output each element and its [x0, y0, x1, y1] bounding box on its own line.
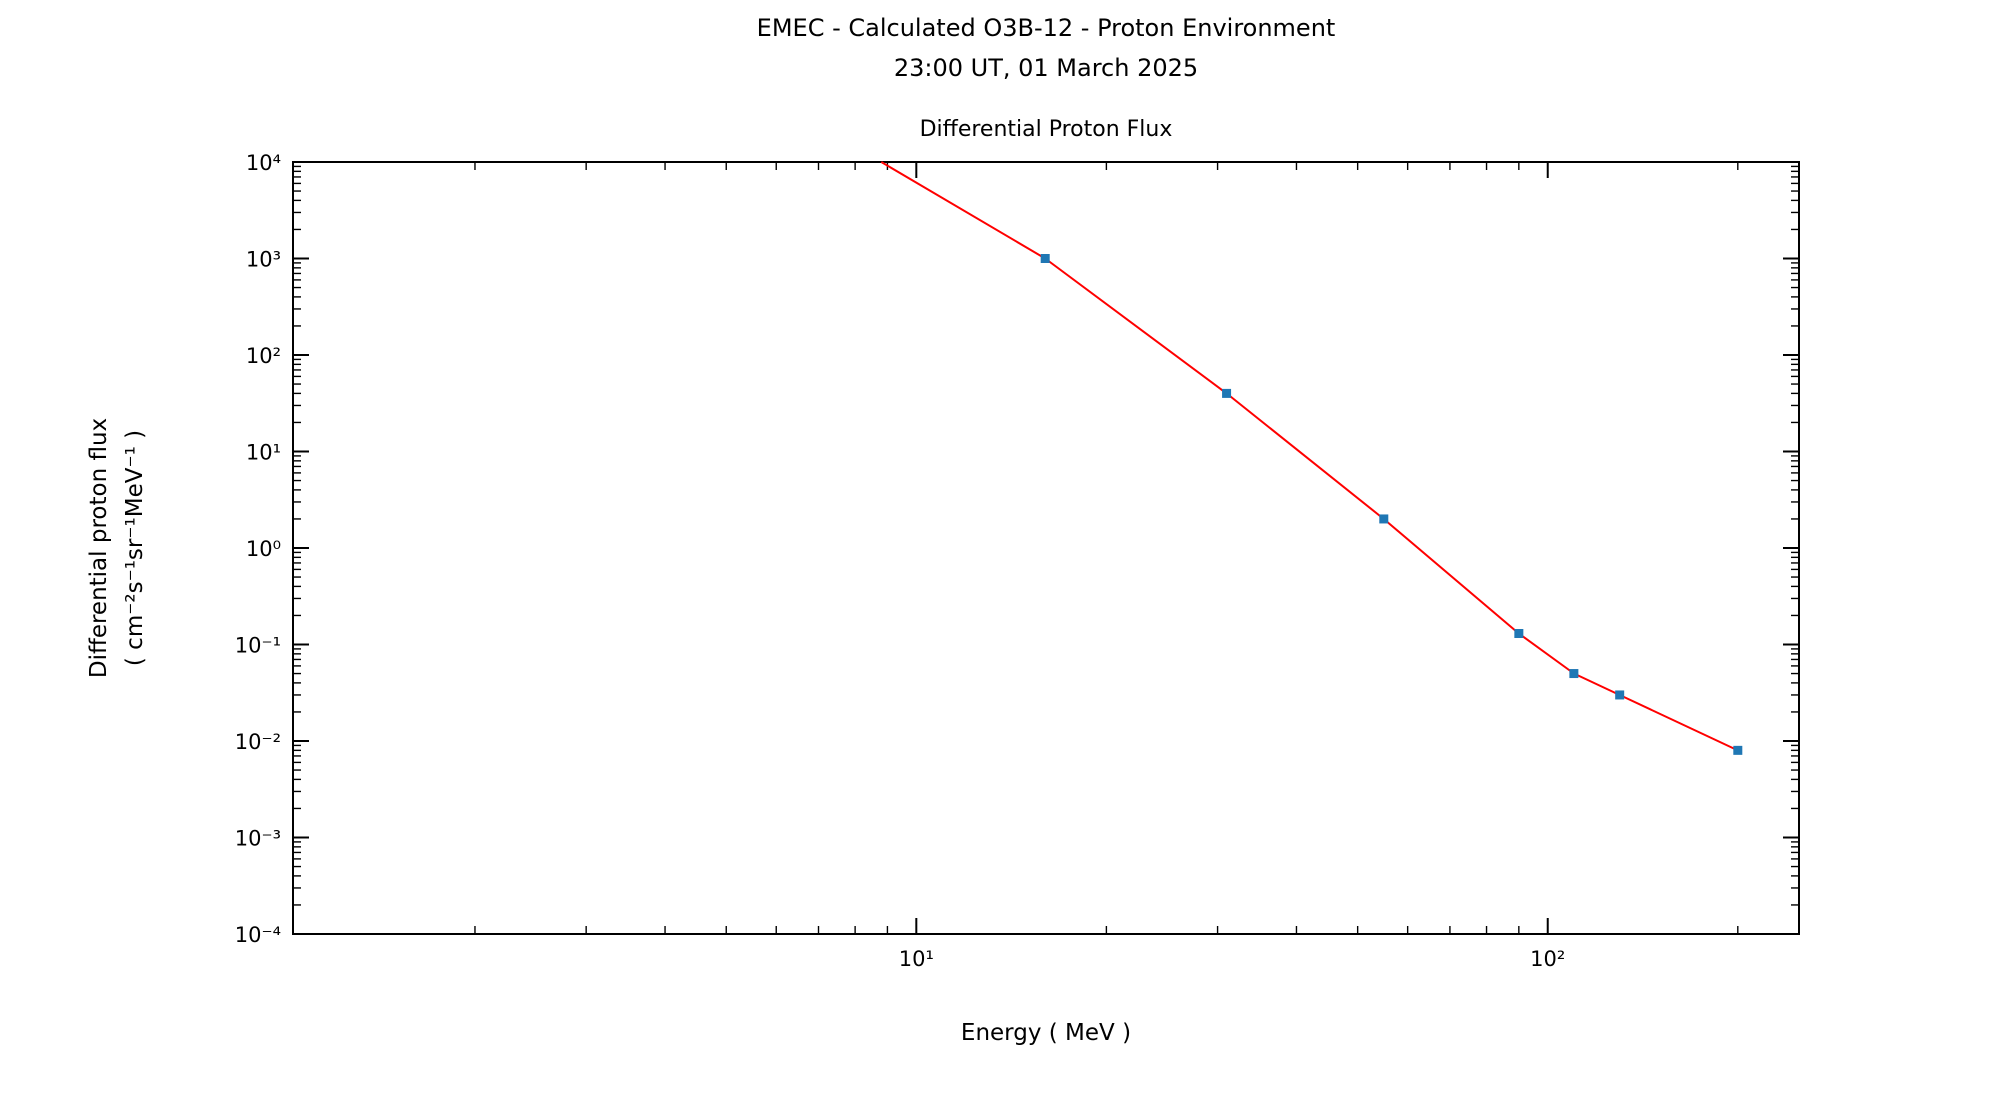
plot-area: 10¹ 10² 10⁴ 10³ 10² 10¹ 10⁰ 10⁻¹ 10⁻² 10⁻³ 10⁻⁴	[235, 151, 1800, 971]
data-point-marker	[1569, 669, 1579, 679]
y-tick-label: 10²	[246, 344, 281, 368]
data-point-marker	[1615, 690, 1625, 700]
x-tick-label: 10²	[1530, 947, 1565, 971]
y-tick-label: 10³	[246, 248, 281, 272]
y-tick-label: 10¹	[246, 441, 281, 465]
data-point-marker	[1733, 745, 1743, 755]
y-tick-label: 10⁻⁴	[235, 923, 281, 947]
data-point-marker	[1040, 254, 1050, 263]
y-axis-label-line2: ( cm⁻²s⁻¹sr⁻¹MeV⁻¹ )	[122, 430, 148, 666]
y-tick-label: 10⁻²	[235, 730, 281, 754]
y-tick-label: 10⁰	[246, 537, 281, 561]
x-axis-label: Energy ( MeV )	[961, 1020, 1131, 1046]
y-tick-label: 10⁻¹	[235, 634, 281, 658]
figure-title: EMEC - Calculated O3B-12 - Proton Enviro…	[757, 14, 1336, 42]
plot-border	[292, 161, 1800, 935]
y-tick-label: 10⁻³	[235, 827, 281, 851]
x-tick-label: 10¹	[899, 947, 934, 971]
axes-title: Differential Proton Flux	[920, 117, 1173, 142]
y-tick-label: 10⁴	[246, 151, 281, 175]
data-point-marker	[1379, 514, 1389, 524]
figure-subtitle: 23:00 UT, 01 March 2025	[894, 54, 1198, 82]
y-axis-label-line1: Differential proton flux	[86, 418, 112, 678]
data-point-marker	[1222, 388, 1232, 398]
flux-line	[880, 161, 1739, 752]
data-point-marker	[1514, 629, 1524, 639]
